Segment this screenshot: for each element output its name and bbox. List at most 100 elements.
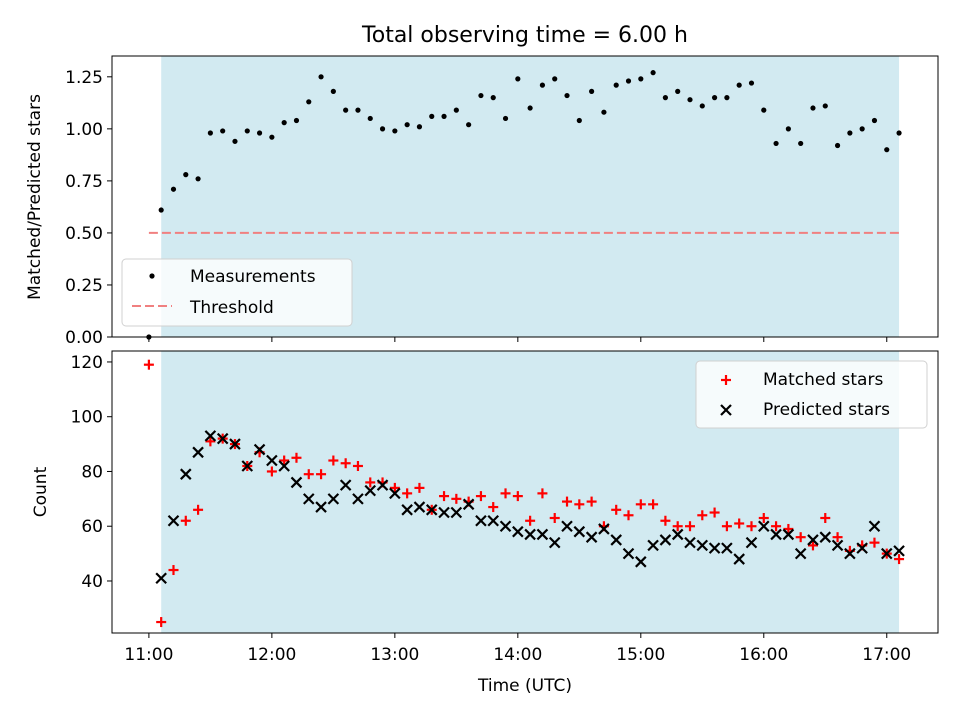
measurement-point — [748, 80, 755, 86]
predicted-star-point — [364, 484, 377, 497]
predicted-star-point — [868, 520, 881, 533]
legend-threshold-label: Threshold — [189, 298, 274, 318]
predicted-star-point — [610, 534, 622, 546]
predicted-star-point — [425, 504, 438, 516]
measurement-point — [662, 95, 668, 101]
matched-star-point — [451, 493, 462, 504]
measurement-point — [847, 130, 853, 136]
matched-star-point — [820, 513, 831, 524]
measurement-point — [859, 126, 865, 132]
top-legend-box — [121, 258, 353, 327]
measurement-point — [539, 82, 546, 88]
predicted-star-point — [438, 506, 450, 519]
predicted-star-point — [733, 553, 745, 565]
legend-predicted-marker — [720, 404, 732, 416]
bottom-panel: 40 60 80 100 120 11:00 12:00 13:00 14:00 15:00 16… — [31, 350, 939, 696]
x-axis-label: Time (UTC) — [477, 676, 572, 696]
predicted-star-point — [167, 514, 180, 527]
measurement-point — [220, 128, 226, 134]
matched-star-point — [648, 499, 659, 510]
measurement-point — [613, 82, 619, 88]
matched-star-point — [783, 523, 794, 534]
matched-star-point — [340, 458, 351, 469]
measurement-point — [429, 113, 435, 119]
predicted-star-point — [708, 542, 721, 554]
top-ytick-label: 0.00 — [65, 328, 103, 348]
matched-star-point — [832, 532, 843, 543]
matched-star-point — [512, 491, 523, 502]
matched-star-point — [807, 540, 818, 551]
measurement-point — [453, 107, 459, 113]
matched-star-point — [193, 504, 204, 515]
matched-star-point — [389, 482, 400, 493]
top-x-ticks — [148, 337, 888, 342]
matched-star-point — [746, 521, 757, 532]
matched-star-point — [684, 521, 695, 532]
matched-star-point — [734, 518, 745, 529]
matched-star-point — [721, 521, 732, 532]
xtick-label: 17:00 — [862, 645, 911, 665]
measurement-point — [650, 70, 656, 76]
matched-star-point — [697, 510, 708, 521]
measurement-point — [798, 140, 804, 147]
measurement-point — [232, 138, 238, 144]
predicted-star-point — [352, 493, 364, 505]
bottom-ytick-label: 40 — [81, 572, 103, 592]
top-y-ticks: 0.00 0.25 0.50 0.75 1.00 1.25 — [65, 68, 112, 348]
matched-star-point — [894, 554, 905, 565]
predicted-star-point — [524, 528, 536, 541]
matched-star-point — [672, 521, 683, 532]
legend-measurements-marker — [149, 273, 155, 279]
measurement-point — [601, 109, 607, 115]
matched-star-point — [205, 436, 216, 447]
top-panel: 0.00 0.25 0.50 0.75 1.00 1.25 Matched/Predict… — [25, 55, 939, 348]
measurement-point — [736, 82, 742, 88]
measurement-point — [884, 147, 890, 153]
bottom-ytick-label: 80 — [81, 462, 103, 482]
matched-star-point — [562, 496, 573, 507]
predicted-star-point — [389, 487, 401, 500]
measurement-point — [281, 120, 287, 126]
measurement-point — [687, 97, 693, 103]
predicted-star-point — [241, 460, 254, 472]
measurement-point — [466, 122, 472, 128]
legend-measurements-label: Measurements — [190, 267, 316, 287]
predicted-star-point — [770, 528, 782, 541]
measurement-point — [306, 99, 312, 105]
predicted-star-point — [585, 531, 598, 543]
matched-star-point — [758, 513, 769, 524]
matched-star-point — [709, 507, 720, 518]
predicted-star-point — [794, 547, 807, 560]
predicted-star-point — [635, 556, 647, 568]
bottom-axes-frame — [111, 350, 939, 634]
measurement-point — [515, 76, 521, 82]
measurement-point — [183, 172, 189, 178]
measurement-point — [170, 186, 177, 192]
predicted-star-point — [671, 528, 684, 541]
matched-star-point — [488, 502, 499, 513]
bottom-x-ticks: 11:00 12:00 13:00 14:00 15:00 16:00 17:00 — [124, 633, 911, 665]
matched-star-point — [402, 488, 413, 499]
measurement-point — [589, 88, 595, 94]
xtick-label: 13:00 — [370, 645, 419, 665]
top-ytick-label: 0.25 — [65, 276, 103, 296]
xtick-label: 12:00 — [247, 645, 296, 665]
xtick-label: 16:00 — [739, 645, 788, 665]
measurement-point — [293, 117, 300, 124]
matched-star-point — [439, 491, 450, 502]
measurement-point — [158, 207, 164, 213]
xtick-label: 15:00 — [616, 645, 665, 665]
matched-star-point — [168, 565, 179, 576]
predicted-star-point — [696, 539, 709, 552]
matched-star-point — [156, 617, 167, 628]
predicted-star-point — [376, 479, 389, 491]
predicted-star-point — [216, 432, 229, 445]
predicted-star-point — [561, 520, 573, 533]
top-axes-frame — [111, 55, 939, 338]
predicted-star-point — [302, 493, 315, 505]
matched-star-point — [574, 499, 585, 510]
legend-predicted-label: Predicted stars — [763, 400, 890, 420]
measurement-point — [207, 130, 213, 136]
matched-star-point — [537, 488, 548, 499]
predicted-star-point — [598, 523, 610, 535]
